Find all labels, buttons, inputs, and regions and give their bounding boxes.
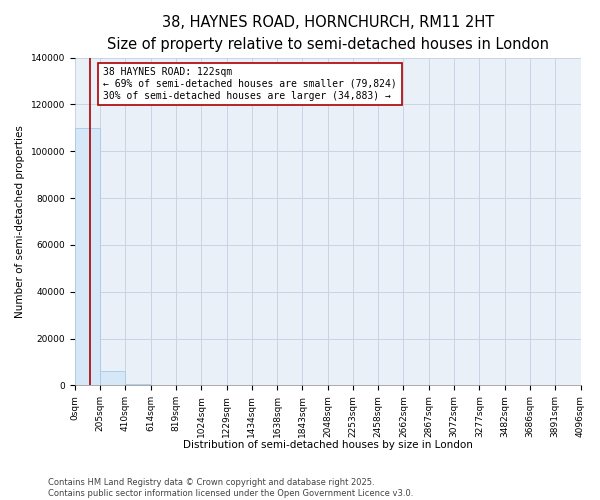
Bar: [100, 372, 125, 386]
Text: Contains HM Land Registry data © Crown copyright and database right 2025.
Contai: Contains HM Land Registry data © Crown c…: [48, 478, 413, 498]
Title: 38, HAYNES ROAD, HORNCHURCH, RM11 2HT
Size of property relative to semi-detached: 38, HAYNES ROAD, HORNCHURCH, RM11 2HT Si…: [107, 15, 548, 52]
Bar: [75, 128, 100, 386]
Bar: [126, 384, 150, 386]
Y-axis label: Number of semi-detached properties: Number of semi-detached properties: [15, 125, 25, 318]
X-axis label: Distribution of semi-detached houses by size in London: Distribution of semi-detached houses by …: [183, 440, 473, 450]
Text: 38 HAYNES ROAD: 122sqm
← 69% of semi-detached houses are smaller (79,824)
30% of: 38 HAYNES ROAD: 122sqm ← 69% of semi-det…: [103, 68, 397, 100]
